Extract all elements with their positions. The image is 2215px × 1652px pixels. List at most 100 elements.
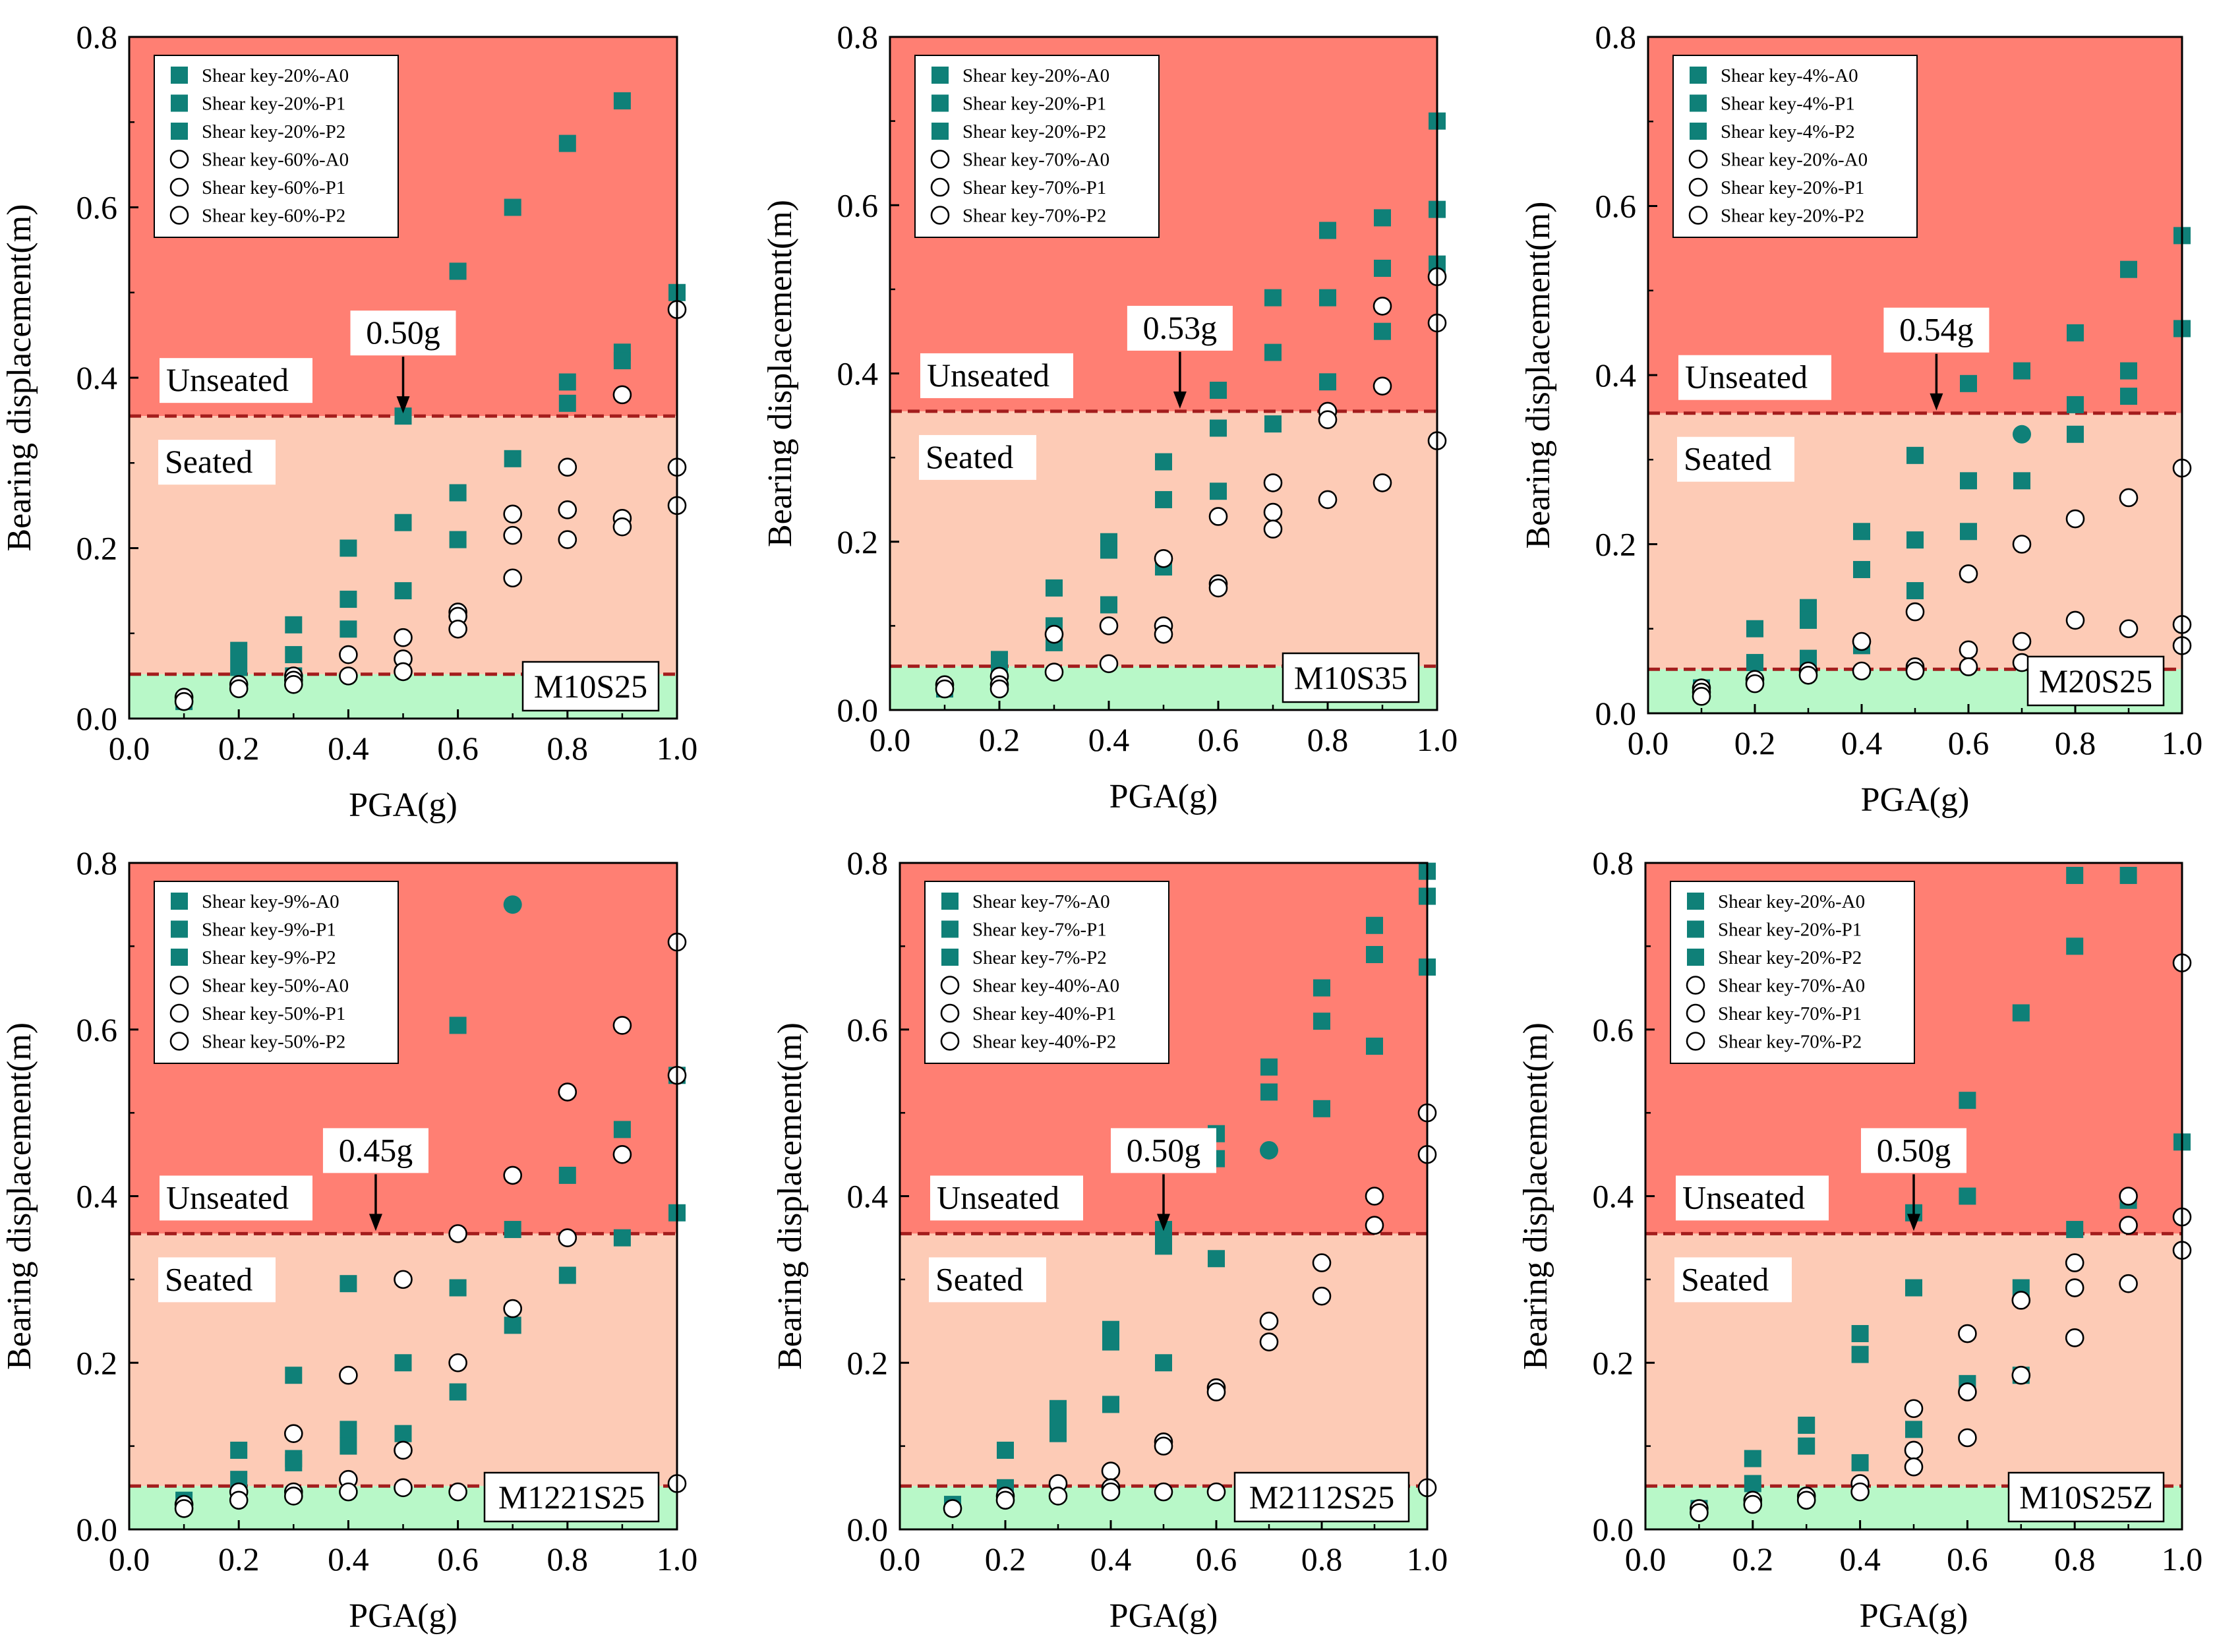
data-point-square: [1046, 579, 1063, 597]
x-tick-label: 0.0: [879, 1541, 921, 1578]
data-point-circle: [229, 679, 249, 699]
y-tick-label: 0.2: [1595, 526, 1637, 563]
data-point-square: [2120, 362, 2137, 380]
data-point-circle: [1263, 519, 1283, 539]
data-point-square: [504, 1221, 521, 1239]
data-point-circle: [339, 1482, 358, 1502]
data-point-circle: [1101, 1482, 1121, 1502]
legend-circle-marker: [169, 150, 189, 169]
legend-square-marker: [1687, 920, 1704, 938]
legend-square-marker: [1690, 123, 1707, 140]
legend-entry: Shear key-50%-P1: [202, 1003, 345, 1024]
data-point-square: [1210, 483, 1227, 500]
data-point-circle: [989, 679, 1009, 699]
y-tick-label: 0.2: [76, 1344, 118, 1381]
data-point-square: [1744, 1475, 1761, 1492]
y-tick-label: 0.2: [1593, 1344, 1634, 1381]
data-point-circle: [943, 1499, 962, 1518]
data-point-square: [285, 1367, 303, 1384]
data-point-circle: [1154, 1436, 1173, 1456]
data-point-circle: [1101, 1461, 1121, 1481]
data-point-square: [285, 616, 303, 634]
data-point-square: [2119, 866, 2137, 884]
y-tick-label: 0.0: [837, 692, 879, 728]
data-point-square: [285, 1454, 303, 1471]
x-tick-label: 1.0: [2162, 1541, 2203, 1578]
data-point-square: [1319, 373, 1336, 391]
legend-box: [924, 881, 1169, 1064]
x-tick-label: 0.6: [1196, 1541, 1237, 1578]
legend-square-marker: [941, 949, 959, 966]
legend-square-marker: [171, 920, 188, 938]
data-point-square: [449, 1383, 467, 1401]
x-tick-label: 0.4: [1090, 1541, 1132, 1578]
critical-label-box: [1861, 1128, 1966, 1173]
legend-circle-marker: [940, 1003, 960, 1023]
y-tick-label: 0.4: [847, 1178, 889, 1215]
data-point-circle: [448, 1353, 467, 1372]
data-point-square: [449, 484, 467, 502]
legend-entry: Shear key-20%-A0: [1721, 150, 1868, 171]
y-tick-label: 0.8: [76, 18, 118, 55]
critical-label-box: [322, 1128, 428, 1173]
data-point-circle: [2012, 535, 2032, 554]
data-point-square: [1746, 654, 1763, 672]
legend: Shear key-20%-A0 Shear key-20%-P1 Shear ke…: [914, 55, 1160, 238]
data-point-circle: [1373, 376, 1392, 396]
seated-label: Seated: [926, 438, 1013, 475]
legend-circle-marker: [169, 976, 189, 995]
data-point-circle: [612, 517, 632, 537]
y-tick-label: 0.6: [1593, 1011, 1634, 1048]
data-point-circle: [339, 666, 358, 686]
data-point-square: [230, 659, 248, 676]
data-point-square: [1100, 596, 1117, 614]
y-tick-label: 0.6: [76, 189, 118, 226]
data-point-circle: [2065, 610, 2085, 630]
data-point-square: [1960, 374, 1977, 392]
seated-label-box: [158, 1257, 276, 1303]
y-tick-label: 0.0: [1593, 1511, 1634, 1548]
data-point-circle: [1905, 661, 1925, 681]
data-point-square: [340, 539, 357, 557]
legend-entry: Shear key-20%-P2: [202, 121, 345, 142]
legend-entry: Shear key-7%-P2: [972, 947, 1107, 968]
data-point-circle: [1263, 473, 1283, 492]
chart-panel-5: 0.0 0.2 0.4 0.6 0.8 0.0 0.2 0.4 0.6 0.8 1.0 PGA(g) B…: [771, 844, 1448, 1635]
legend-circle-marker: [1686, 1032, 1705, 1051]
data-point-circle: [1905, 602, 1925, 622]
legend-entry: Shear key-70%-A0: [1718, 976, 1865, 997]
data-point-square: [1049, 1408, 1067, 1426]
data-point-square: [613, 352, 631, 370]
data-point-circle: [1206, 1382, 1226, 1401]
y-tick-label: 0.8: [847, 844, 889, 881]
data-point-square: [1313, 1100, 1330, 1117]
data-point-circle: [2065, 1253, 2084, 1272]
x-tick-label: 0.2: [1734, 724, 1776, 761]
data-point-circle: [2011, 1291, 2031, 1310]
y-tick-label: 0.8: [1593, 844, 1634, 881]
data-point-circle: [1048, 1487, 1068, 1506]
legend-box: [154, 881, 399, 1064]
seated-label-box: [919, 434, 1036, 480]
unseated-label-box: [920, 353, 1073, 398]
case-label: M10S25: [534, 668, 647, 705]
data-point-circle: [448, 1482, 467, 1502]
x-tick-label: 0.6: [1948, 724, 1990, 761]
data-point-highlight: [1260, 1140, 1278, 1160]
legend-circle-marker: [169, 177, 189, 197]
legend-square-marker: [171, 123, 188, 140]
data-point-square: [394, 514, 412, 531]
data-point-square: [1313, 1013, 1330, 1030]
data-point-square: [2066, 866, 2084, 884]
legend-box: [154, 55, 399, 238]
unseated-label: Unseated: [937, 1179, 1059, 1216]
legend-entry: Shear key-70%-P1: [1718, 1003, 1862, 1024]
data-point-square: [2066, 1221, 2084, 1239]
seated-label: Seated: [165, 1260, 252, 1297]
data-point-square: [1210, 419, 1227, 437]
y-tick-label: 0.4: [1595, 357, 1637, 394]
y-tick-label: 0.2: [76, 530, 118, 567]
data-point-circle: [1690, 1503, 1709, 1523]
data-point-circle: [174, 692, 194, 711]
